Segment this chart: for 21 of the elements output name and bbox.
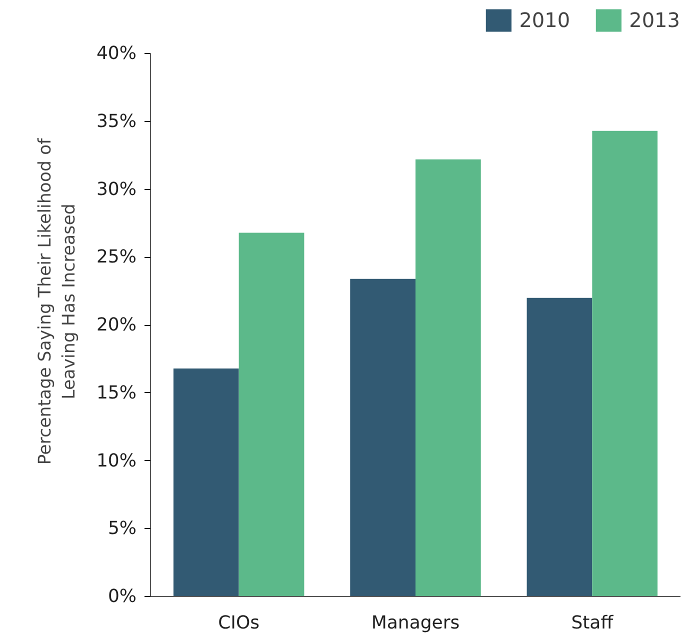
- legend-label: 2013: [629, 8, 680, 32]
- bar: [592, 130, 658, 596]
- y-tick-label: 20%: [96, 314, 137, 336]
- y-tick-label: 15%: [96, 382, 137, 404]
- bar: [350, 278, 416, 596]
- x-tick-label: Staff: [571, 612, 614, 634]
- x-tick-label: CIOs: [218, 612, 260, 634]
- bar: [238, 232, 304, 596]
- bar: [173, 368, 239, 596]
- y-tick-label: 10%: [96, 450, 137, 472]
- legend-label: 2010: [519, 8, 570, 32]
- y-tick-label: 40%: [96, 43, 137, 64]
- y-tick-label: 5%: [108, 518, 137, 540]
- y-tick-label: 35%: [96, 110, 137, 132]
- bar: [526, 298, 592, 596]
- x-tick-label: Managers: [371, 612, 460, 634]
- y-tick-label: 25%: [96, 246, 137, 268]
- y-tick-label: 0%: [108, 586, 137, 607]
- bar: [416, 159, 481, 596]
- y-axis-title: Percentage Saying Their Likelihood of Leaving Has Increased: [35, 137, 80, 465]
- y-tick-label: 30%: [96, 178, 137, 200]
